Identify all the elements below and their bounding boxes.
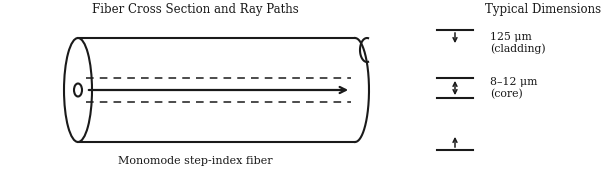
Text: 125 μm
(cladding): 125 μm (cladding) — [490, 32, 545, 54]
Text: Typical Dimensions: Typical Dimensions — [485, 3, 601, 16]
Text: Fiber Cross Section and Ray Paths: Fiber Cross Section and Ray Paths — [92, 3, 298, 16]
Text: Monomode step-index fiber: Monomode step-index fiber — [118, 156, 272, 166]
Text: 8–12 μm
(core): 8–12 μm (core) — [490, 77, 538, 99]
